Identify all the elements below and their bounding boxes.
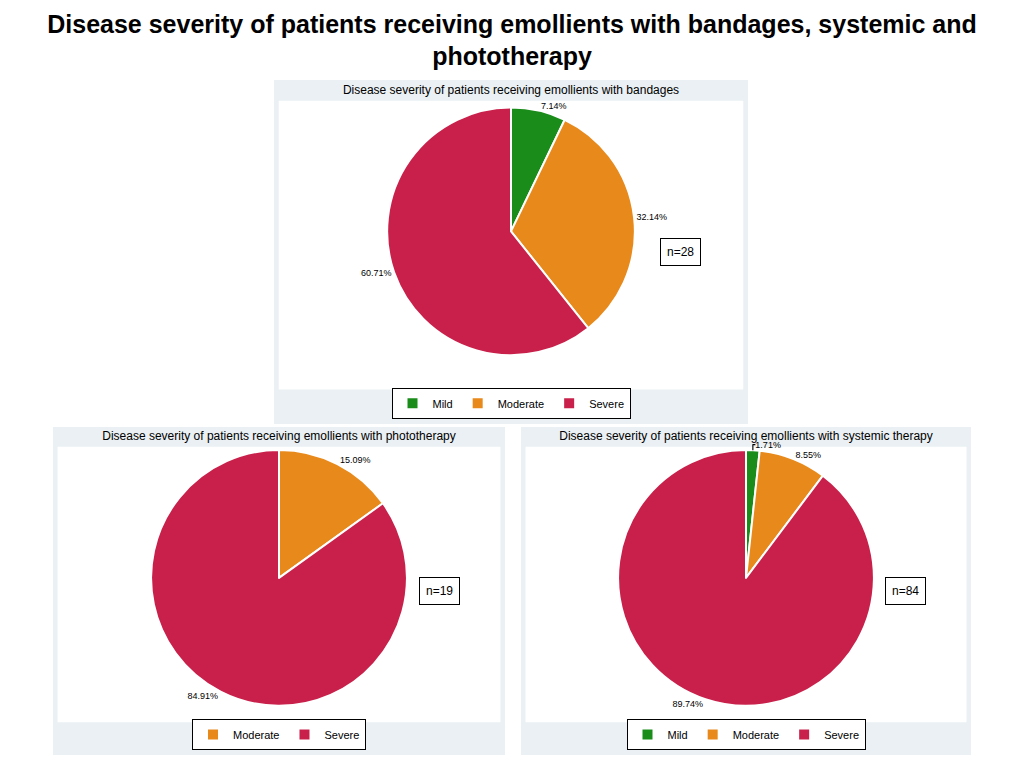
svg-text:Severe: Severe: [824, 729, 859, 741]
svg-text:n=19: n=19: [426, 584, 453, 598]
svg-text:Disease severity of patients r: Disease severity of patients receiving e…: [343, 83, 679, 97]
svg-text:Moderate: Moderate: [733, 729, 779, 741]
svg-text:Disease severity of patients r: Disease severity of patients receiving e…: [102, 429, 456, 443]
svg-text:n=28: n=28: [667, 245, 694, 259]
svg-text:15.09%: 15.09%: [340, 455, 371, 465]
svg-text:Severe: Severe: [589, 398, 624, 410]
svg-text:7.14%: 7.14%: [541, 101, 567, 111]
svg-text:Moderate: Moderate: [233, 729, 279, 741]
svg-text:Disease severity of patients r: Disease severity of patients receiving e…: [559, 429, 933, 443]
html-text:Disease severity of patients r: Disease severity of patients receiving e…: [47, 10, 977, 70]
svg-text:8.55%: 8.55%: [795, 450, 821, 460]
svg-text:1.71%: 1.71%: [755, 440, 781, 450]
svg-text:Severe: Severe: [324, 729, 359, 741]
svg-text:Moderate: Moderate: [498, 398, 544, 410]
svg-text:n=84: n=84: [892, 584, 919, 598]
svg-text:Mild: Mild: [433, 398, 453, 410]
svg-text:Mild: Mild: [668, 729, 688, 741]
svg-text:32.14%: 32.14%: [637, 212, 668, 222]
svg-text:84.91%: 84.91%: [188, 691, 219, 701]
svg-text:60.71%: 60.71%: [361, 268, 392, 278]
svg-text:89.74%: 89.74%: [672, 699, 703, 709]
